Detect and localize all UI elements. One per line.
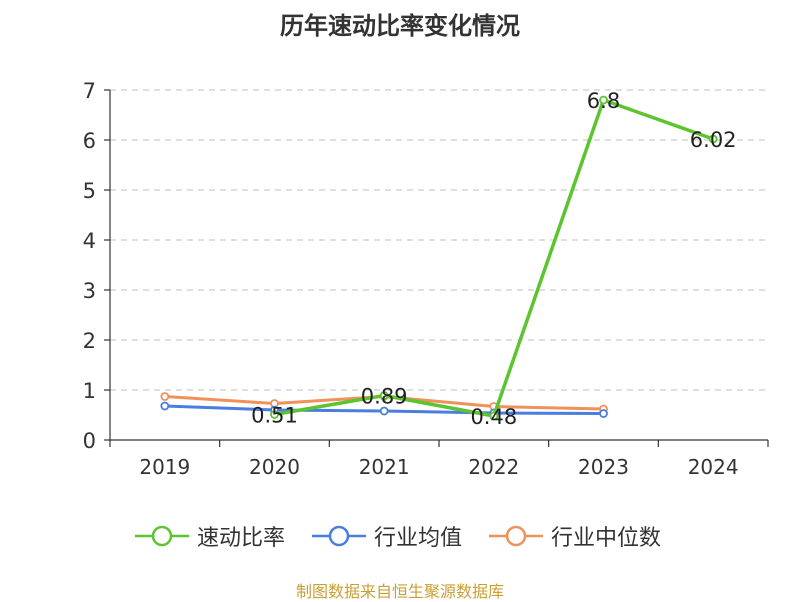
data-point[interactable] (270, 410, 279, 419)
y-tick-label: 3 (83, 279, 96, 303)
data-label: 0.48 (470, 405, 517, 429)
data-point[interactable] (708, 134, 718, 144)
y-tick-label: 5 (83, 179, 96, 203)
data-label: 6.8 (587, 89, 620, 113)
data-label: 0.89 (361, 385, 408, 409)
legend: 速动比率 行业均值 行业中位数 (0, 518, 800, 558)
data-point[interactable] (599, 95, 608, 105)
x-tick-label: 2023 (578, 455, 629, 479)
chart-title: 历年速动比率变化情况 (280, 12, 520, 40)
x-tick-label: 2024 (688, 455, 739, 479)
series-lines (160, 95, 718, 421)
legend-item-2[interactable]: 行业中位数 (487, 518, 661, 554)
axes: 0 1 2 3 4 5 6 7 2019 2020 2021 2022 2023 2024 (83, 79, 769, 479)
y-tick-label: 6 (83, 129, 96, 153)
x-tick-label: 2020 (249, 455, 300, 479)
data-point[interactable] (379, 406, 389, 416)
y-tick-label: 7 (83, 79, 96, 103)
legend-item-1[interactable]: 行业均值 (310, 518, 462, 554)
data-point[interactable] (160, 392, 170, 401)
data-label: 0.51 (251, 404, 298, 428)
y-tick-label: 0 (83, 429, 96, 453)
legend-marker-0 (135, 525, 189, 547)
series-line-0 (274, 98, 714, 418)
y-tick-label: 1 (83, 379, 96, 403)
y-tick-label: 2 (83, 329, 96, 353)
data-point[interactable] (489, 411, 499, 421)
x-tick-label: 2021 (359, 455, 410, 479)
data-point[interactable] (379, 391, 389, 400)
legend-marker-1 (312, 525, 366, 547)
legend-item-0[interactable]: 速动比率 (133, 518, 285, 554)
source-note: 制图数据来自恒生聚源数据库 (295, 582, 504, 601)
x-tick-label: 2019 (139, 455, 190, 479)
legend-label-0: 速动比率 (197, 526, 286, 551)
y-tick-label: 4 (83, 229, 96, 253)
data-labels: 0.51 0.89 0.48 6.8 6.02 (251, 89, 736, 429)
data-label: 6.02 (690, 128, 737, 152)
grid-lines (110, 89, 768, 391)
legend-marker-2 (489, 525, 543, 547)
data-point[interactable] (160, 401, 170, 411)
legend-label-2: 行业中位数 (551, 526, 662, 551)
legend-label-1: 行业均值 (374, 526, 463, 551)
data-point[interactable] (599, 409, 608, 418)
x-tick-label: 2022 (468, 455, 519, 479)
